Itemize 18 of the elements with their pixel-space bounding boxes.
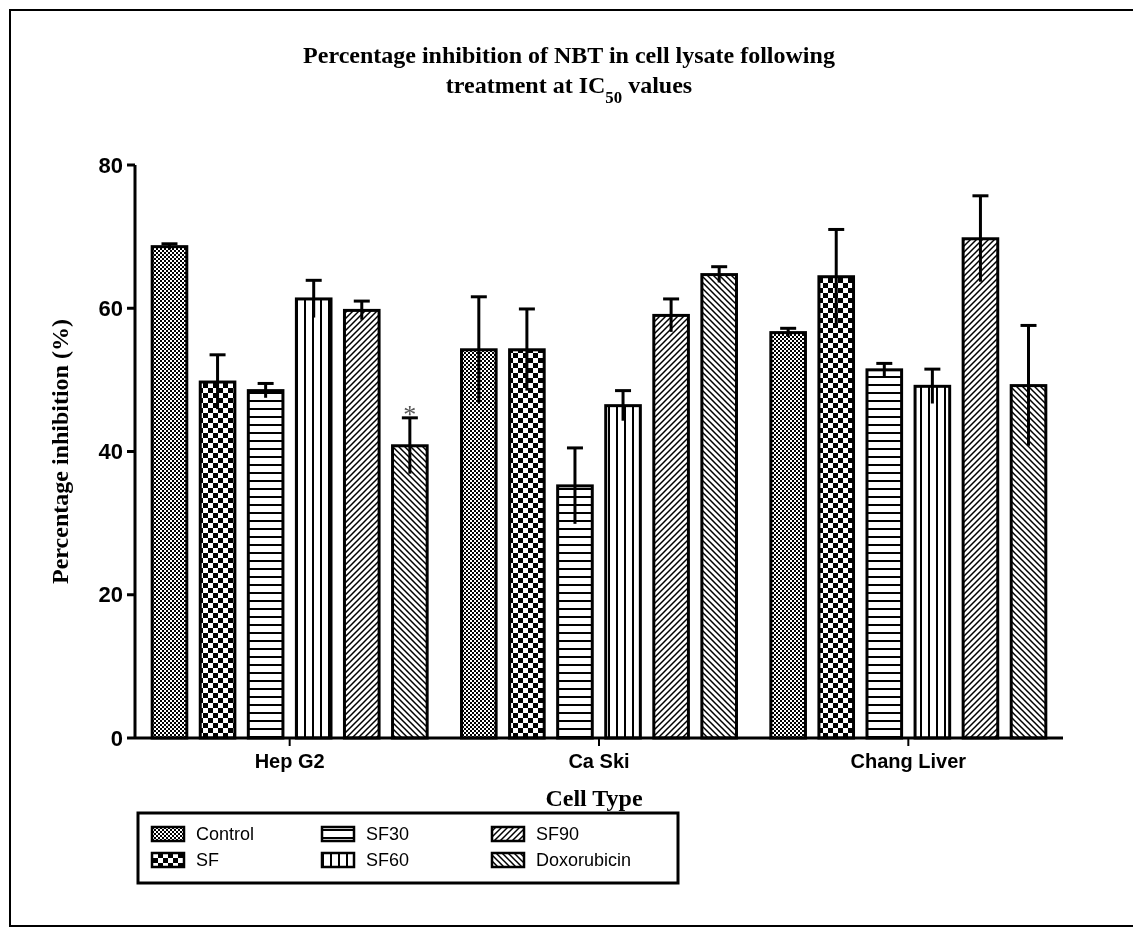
y-axis-title: Percentage inhibition (%)	[47, 319, 73, 584]
y-tick-label: 80	[98, 152, 123, 178]
y-tick-label: 20	[98, 582, 123, 608]
chart-title: Percentage inhibition of NBT in cell lysate following treatment at IC$_{50}$ values	[303, 42, 835, 107]
annotation: *	[403, 400, 417, 430]
x-tick-label: Hep G2	[254, 750, 325, 772]
legend-label: SF	[196, 850, 220, 871]
legend-label: SF90	[536, 824, 580, 845]
legend-label: Control	[196, 824, 255, 845]
legend-label: SF60	[366, 850, 410, 871]
x-tick-label: Chang Liver	[850, 750, 967, 772]
legend-label: Doxorubicin	[536, 850, 632, 871]
legend-label: SF30	[366, 824, 410, 845]
y-tick-label: 0	[110, 725, 123, 751]
y-tick-label: 60	[98, 295, 123, 321]
x-tick-label: Ca Ski	[568, 750, 630, 772]
y-tick-label: 40	[98, 439, 123, 465]
x-axis-title: Cell Type	[545, 785, 643, 811]
